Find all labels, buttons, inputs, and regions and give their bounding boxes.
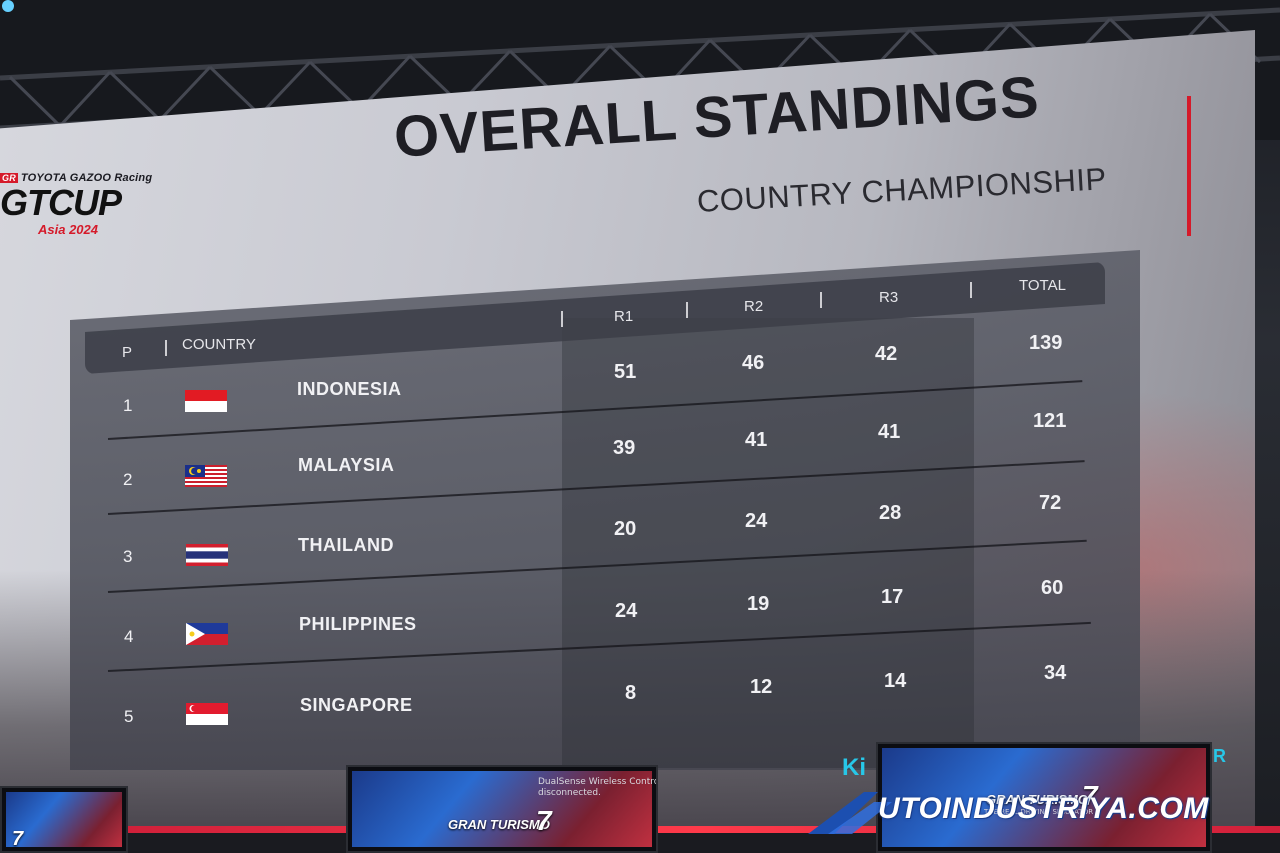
- row-r1: 24: [615, 600, 638, 622]
- malaysia-flag-icon: [185, 465, 227, 487]
- monitor-screen: [6, 792, 122, 847]
- row-r2: 41: [745, 429, 768, 451]
- row-position: 3: [123, 547, 133, 566]
- gran-turismo-logo: GRAN TURISMO: [986, 792, 1088, 807]
- sponsor-sign-fragment-right: R: [1213, 746, 1226, 766]
- header-position: P: [122, 344, 133, 361]
- gran-turismo-number: 7: [1082, 780, 1098, 811]
- row-total: 139: [1029, 332, 1063, 354]
- gran-turismo-tagline: THE REAL DRIVING SIMULATOR: [984, 808, 1094, 816]
- header-r2: R2: [744, 298, 764, 315]
- header-separator: [970, 282, 972, 298]
- station-monitor-center: DualSense Wireless Controller disconnect…: [346, 765, 658, 853]
- gr-mark: GR: [0, 173, 18, 183]
- toyota-gazoo-racing-text: TOYOTA GAZOO Racing: [20, 172, 153, 184]
- row-r1: 8: [625, 682, 637, 704]
- row-r2: 24: [745, 510, 768, 532]
- edition-label: Asia 2024: [38, 222, 98, 237]
- row-r3: 28: [879, 502, 902, 524]
- sponsor-sign-fragment: Ki: [842, 754, 866, 781]
- row-country: PHILIPPINES: [299, 614, 417, 634]
- row-country: MALAYSIA: [298, 455, 395, 475]
- row-r3: 42: [875, 343, 898, 365]
- row-r3: 41: [878, 421, 901, 443]
- row-total: 60: [1041, 577, 1064, 599]
- controller-notice-line2: disconnected.: [538, 788, 601, 798]
- gran-turismo-logo: GRAN TURISMO: [448, 817, 550, 832]
- row-total: 72: [1039, 492, 1062, 514]
- row-position: 5: [124, 707, 134, 726]
- row-r1: 20: [614, 518, 637, 540]
- header-country: COUNTRY: [182, 336, 256, 353]
- station-monitor-left: 7: [0, 786, 128, 853]
- row-position: 2: [123, 470, 133, 489]
- row-country: THAILAND: [298, 535, 394, 555]
- gran-turismo-number: 7: [536, 805, 552, 836]
- monitor-screen: [882, 748, 1206, 847]
- title-accent-bar: [1187, 96, 1191, 236]
- gt-cup-wordmark: GTCUP: [0, 182, 122, 223]
- row-country: SINGAPORE: [300, 695, 413, 715]
- philippines-flag-icon: [186, 623, 228, 645]
- row-r1: 39: [613, 437, 636, 459]
- singapore-flag-icon: [186, 703, 228, 725]
- row-country: INDONESIA: [297, 379, 402, 399]
- header-r1: R1: [614, 308, 634, 325]
- thailand-flag-icon: [186, 544, 228, 566]
- row-total: 121: [1033, 410, 1067, 432]
- row-position: 4: [124, 627, 134, 646]
- row-r3: 14: [884, 670, 907, 692]
- gt-cup-logo: GR TOYOTA GAZOO Racing GTCUP Asia 2024: [0, 172, 200, 237]
- row-r2: 46: [742, 352, 765, 374]
- header-r3: R3: [879, 289, 899, 306]
- site-watermark: UTOINDUSTRIYA.COM: [878, 792, 1209, 825]
- gran-turismo-number: 7: [12, 828, 24, 850]
- header-separator: [165, 340, 167, 356]
- monitor-screen: [352, 771, 652, 847]
- watermark-swoosh-icon: [808, 792, 892, 834]
- row-total: 34: [1044, 662, 1067, 684]
- round-columns-shade: [562, 318, 974, 768]
- row-position: 1: [123, 396, 133, 415]
- row-r2: 12: [750, 676, 773, 698]
- indonesia-flag-icon: [185, 390, 227, 412]
- header-total: TOTAL: [1019, 277, 1066, 294]
- row-r3: 17: [881, 586, 904, 608]
- controller-notice-line1: DualSense Wireless Controller: [538, 777, 656, 787]
- row-r2: 19: [747, 593, 770, 615]
- header-separator: [561, 311, 563, 327]
- station-monitor-right: GRAN TURISMO 7 THE REAL DRIVING SIMULATO…: [876, 742, 1212, 853]
- header-separator: [686, 302, 688, 318]
- toyota-gazoo-racing-logo: GR TOYOTA GAZOO Racing: [0, 172, 200, 184]
- stage-led-strip: [120, 826, 1280, 833]
- header-separator: [820, 292, 822, 308]
- row-r1: 51: [614, 361, 637, 383]
